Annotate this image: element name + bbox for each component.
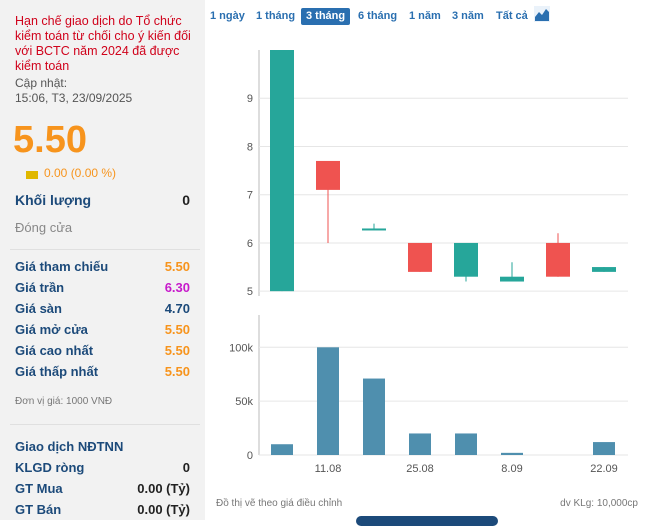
chart-footnote: Đồ thị vẽ theo giá điều chỉnh xyxy=(216,498,343,509)
foreign-trading-title: Giao dịch NĐTNN xyxy=(15,439,124,454)
price-change: 0.00 (0.00 %) xyxy=(44,166,117,180)
high-value: 5.50 xyxy=(164,343,190,358)
trading-restriction-warning: Hạn chế giao dịch do Tổ chức kiểm toán t… xyxy=(15,14,191,73)
open-value: 5.50 xyxy=(164,322,190,337)
tab-3-years[interactable]: 3 năm xyxy=(452,10,484,22)
net-volume-value: 0 xyxy=(182,460,190,475)
chart-type-icon[interactable] xyxy=(534,6,550,22)
volume-bar xyxy=(593,442,615,455)
net-volume-label: KLGD ròng xyxy=(15,460,85,475)
tab-3-months[interactable]: 3 tháng xyxy=(301,8,351,25)
divider xyxy=(10,249,200,250)
tab-1-year[interactable]: 1 năm xyxy=(409,10,441,22)
buy-value-label: GT Mua xyxy=(15,481,63,496)
volume-bar xyxy=(409,433,431,455)
candle-body xyxy=(454,242,478,277)
candle-body xyxy=(362,228,386,231)
open-label: Giá mở cửa xyxy=(15,322,88,337)
tab-6-months[interactable]: 6 tháng xyxy=(358,10,398,22)
x-tick-label: 25.08 xyxy=(406,463,434,475)
price-tick-label: 8 xyxy=(247,141,253,153)
ref-label: Giá tham chiếu xyxy=(15,259,109,274)
volume-bar xyxy=(363,378,385,455)
x-tick-label: 11.08 xyxy=(315,463,342,475)
floor-value: 4.70 xyxy=(164,301,190,316)
sell-value-label: GT Bán xyxy=(15,502,62,517)
tab-1-day[interactable]: 1 ngày xyxy=(210,10,245,22)
scroll-handle[interactable] xyxy=(356,516,498,526)
updated-label: Cập nhật: xyxy=(15,76,68,90)
tab-1-month[interactable]: 1 tháng xyxy=(256,10,296,22)
price-tick-label: 9 xyxy=(247,93,253,105)
x-axis-labels: 11.08 25.08 8.09 22.09 xyxy=(315,463,618,475)
close-label: Đóng cửa xyxy=(15,220,73,235)
ceiling-label: Giá trần xyxy=(15,280,65,295)
x-tick-label: 8.09 xyxy=(501,463,522,475)
buy-value: 0.00 (Tỷ) xyxy=(137,481,190,496)
candle-body xyxy=(270,50,294,292)
updated-time: 15:06, T3, 23/09/2025 xyxy=(15,91,133,105)
candle-body xyxy=(316,160,340,190)
volume-bar xyxy=(271,444,293,455)
volume-series xyxy=(271,347,615,455)
price-tick-label: 5 xyxy=(247,286,253,298)
volume-tick-label: 100k xyxy=(229,342,253,354)
ref-value: 5.50 xyxy=(164,259,190,274)
volume-value: 0 xyxy=(182,192,190,208)
divider xyxy=(10,424,200,425)
volume-bar xyxy=(501,452,523,455)
floor-label: Giá sàn xyxy=(15,301,62,316)
sell-value: 0.00 (Tỷ) xyxy=(137,502,190,517)
low-value: 5.50 xyxy=(164,364,190,379)
unit-note: Đơn vị giá: 1000 VNĐ xyxy=(15,396,113,407)
unchanged-indicator-icon xyxy=(26,171,38,179)
candlestick-series xyxy=(270,50,616,292)
low-label: Giá thấp nhất xyxy=(15,364,99,379)
volume-bar xyxy=(455,433,477,455)
candle-body xyxy=(500,276,524,282)
volume-unit-note: dv KLg: 10,000cp xyxy=(560,498,638,509)
current-price: 5.50 xyxy=(13,119,87,161)
stock-info-panel: Hạn chế giao dịch do Tổ chức kiểm toán t… xyxy=(0,0,205,520)
volume-label: Khối lượng xyxy=(15,192,92,208)
ceiling-value: 6.30 xyxy=(164,280,190,295)
volume-bar xyxy=(317,347,339,455)
candle-body xyxy=(408,242,432,272)
price-grid: 5 6 7 8 9 xyxy=(247,93,628,298)
x-tick-label: 22.09 xyxy=(590,463,618,475)
candle-body xyxy=(592,267,616,272)
tab-all[interactable]: Tất cả xyxy=(496,10,528,22)
volume-tick-label: 50k xyxy=(235,396,253,408)
price-tick-label: 7 xyxy=(247,190,253,202)
high-label: Giá cao nhất xyxy=(15,343,94,358)
price-tick-label: 6 xyxy=(247,238,253,250)
candle-body xyxy=(546,242,570,277)
volume-tick-label: 0 xyxy=(247,450,253,462)
